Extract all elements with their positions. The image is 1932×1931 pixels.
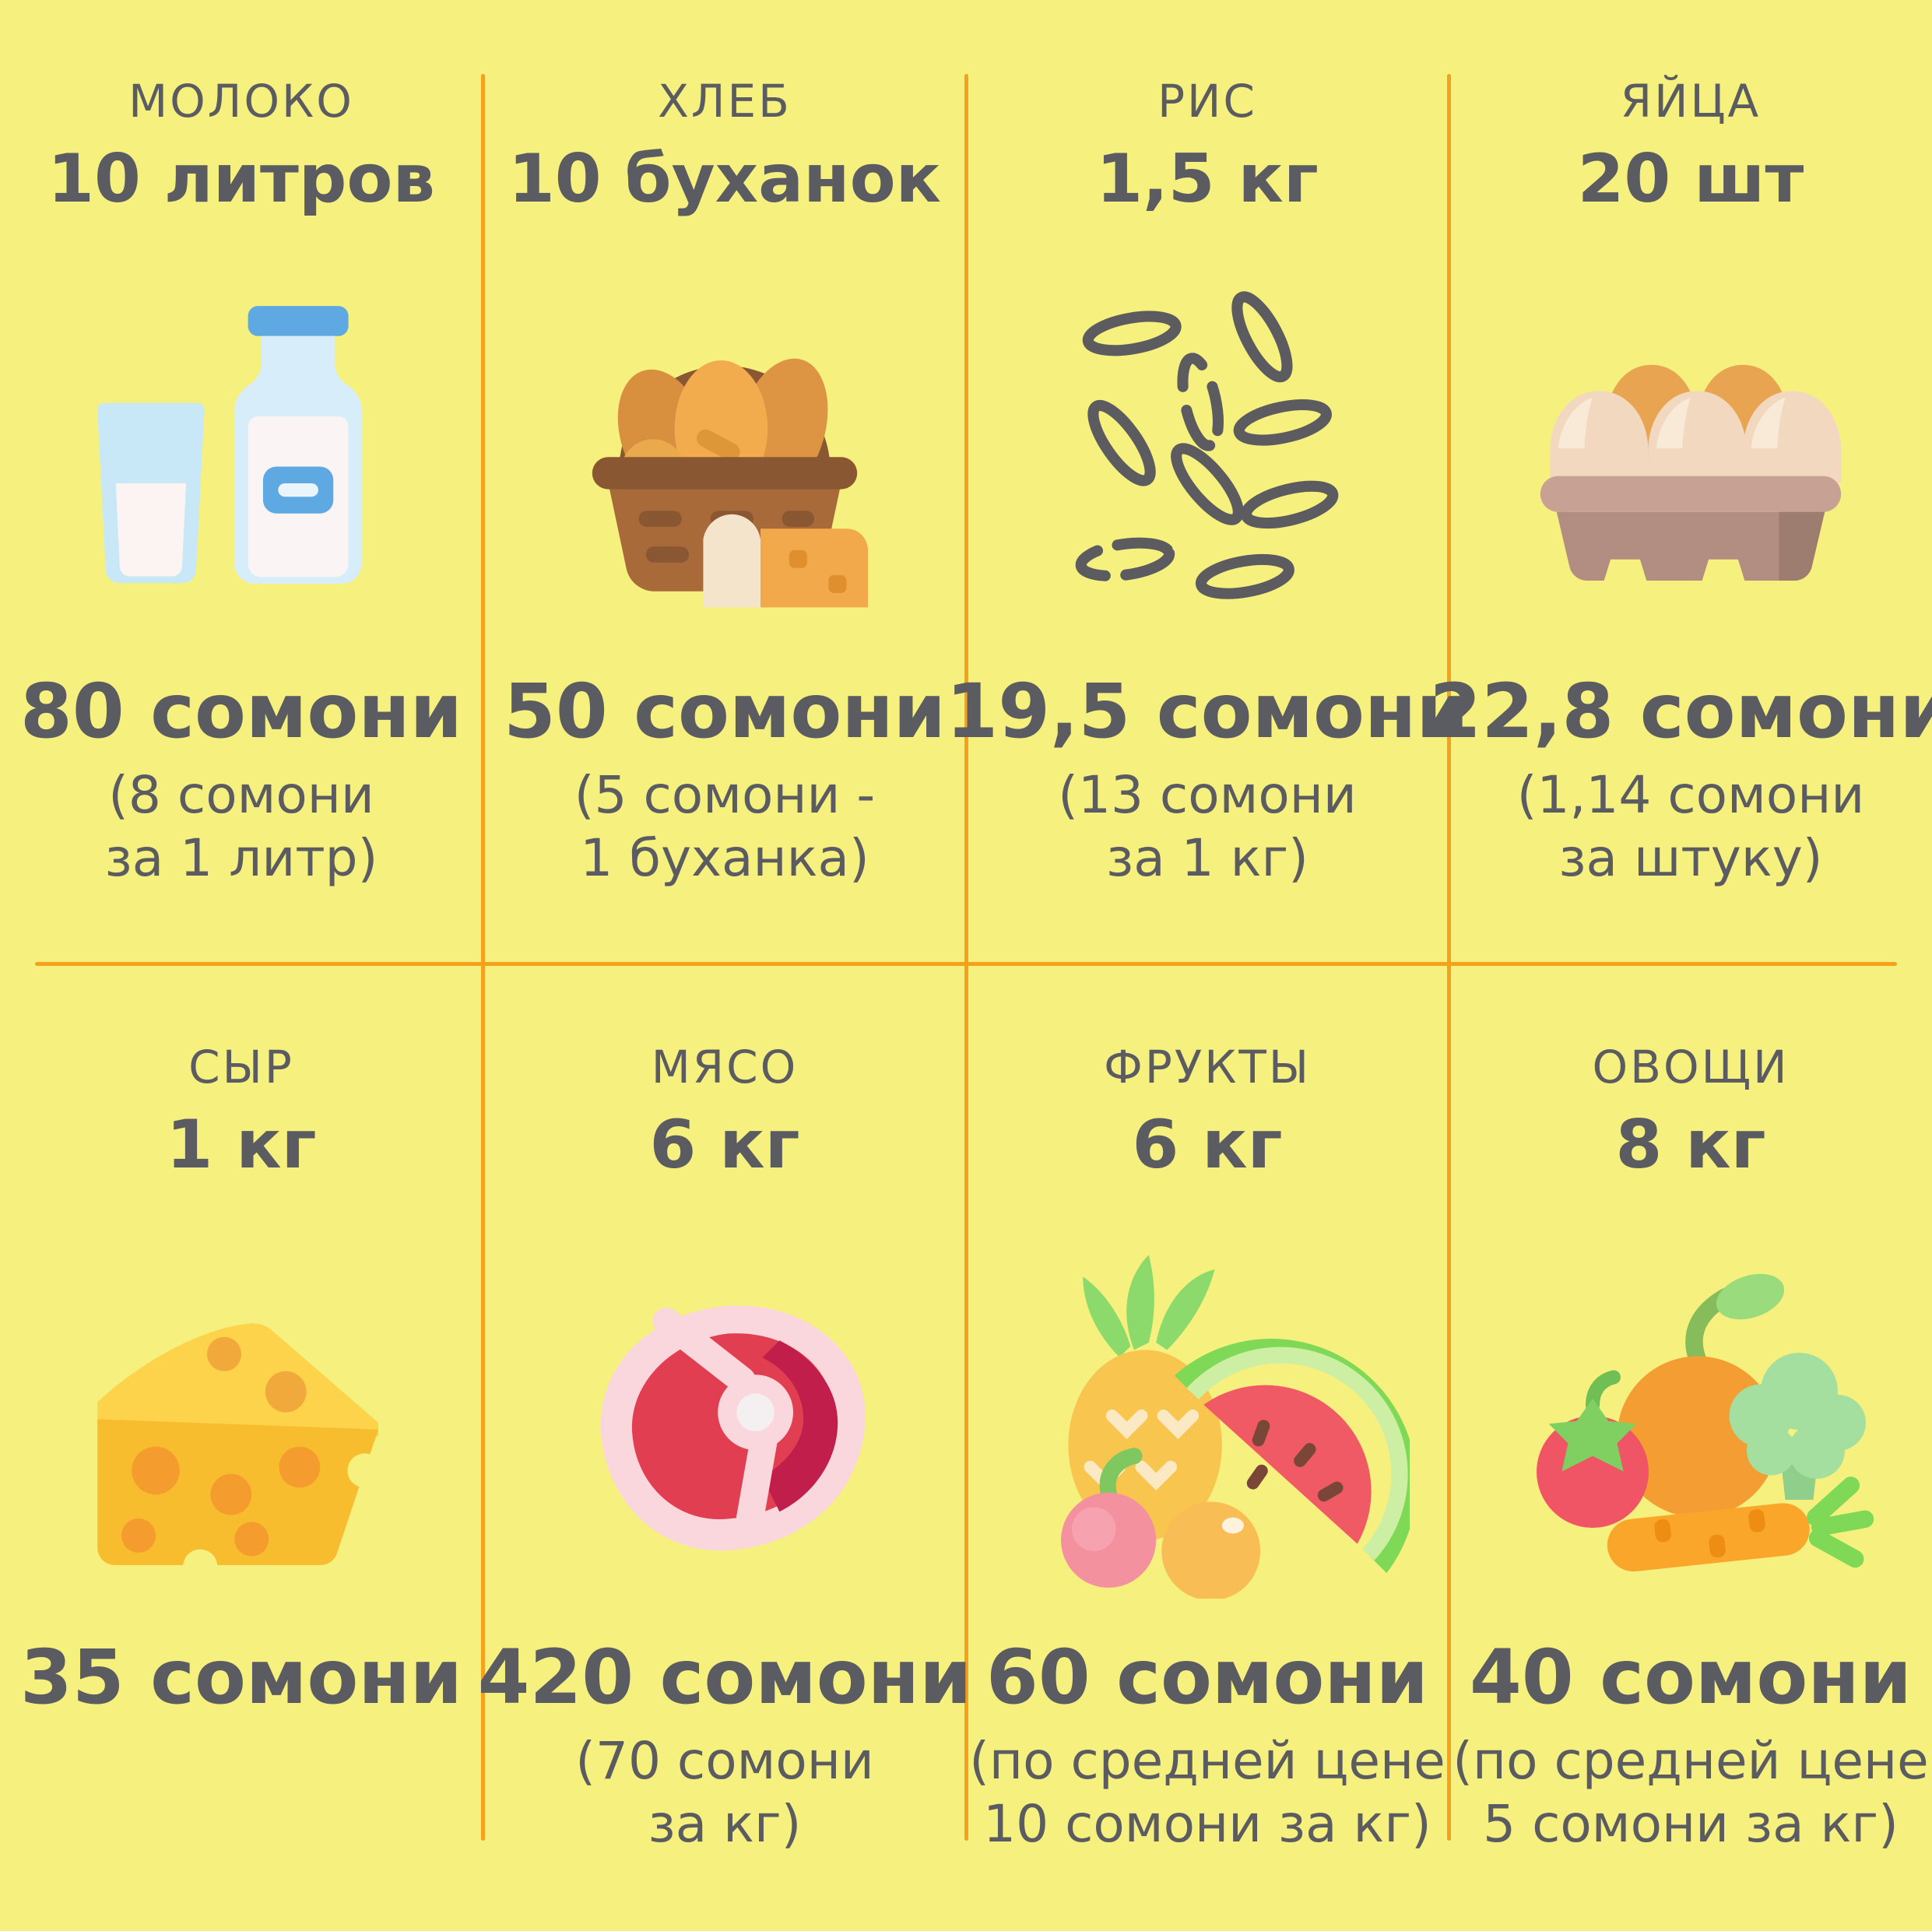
fruits-note-line-1: (по средней цене [969, 1731, 1445, 1791]
vegetables-note: (по средней цене 5 сомони за кг) [1453, 1730, 1929, 1856]
cell-bread: ХЛЕБ 10 буханок 50 сомони [483, 0, 966, 965]
fruits-quantity: 6 кг [1132, 1106, 1283, 1184]
cell-vegetables: ОВОЩИ 8 кг [1449, 966, 1932, 1931]
milk-note: (8 сомони за 1 литр) [105, 764, 378, 890]
vegetables-price: 40 сомони [1470, 1634, 1912, 1721]
cheese-icon-wrap [39, 1198, 444, 1634]
vegetables-quantity: 8 кг [1615, 1106, 1766, 1184]
eggs-price: 22,8 сомони [1429, 668, 1932, 755]
bread-price: 50 сомони [504, 668, 946, 755]
cell-fruits: ФРУКТЫ 6 кг [966, 966, 1449, 1931]
rice-icon-wrap [1036, 232, 1379, 668]
eggs-title: ЯЙЦА [1620, 75, 1762, 128]
meat-note-line-1: (70 сомони [575, 1731, 874, 1791]
cheese-wedge-icon [97, 1323, 382, 1584]
bread-title: ХЛЕБ [658, 75, 792, 128]
bread-quantity: 10 буханок [508, 140, 942, 218]
meat-icon-wrap [530, 1198, 919, 1634]
vegetables-note-line-2: 5 сомони за кг) [1483, 1793, 1899, 1854]
milk-glass-and-bottle-icon [97, 306, 362, 584]
eggs-note-line-1: (1,14 сомони [1516, 765, 1865, 825]
bread-note-line-2: 1 буханка) [580, 827, 869, 888]
cell-eggs: ЯЙЦА 20 шт 22,8 сомони (1,14 сомони за ш… [1429, 0, 1932, 965]
vegetables-icon-wrap [1481, 1198, 1901, 1634]
milk-quantity: 10 литров [47, 140, 435, 218]
vegetables-icon [1537, 1273, 1874, 1572]
bread-note-line-1: (5 сомони - [574, 765, 876, 825]
eggs-icon-wrap [1496, 232, 1885, 668]
cheese-price: 35 сомони [20, 1634, 462, 1721]
meat-note-line-2: за кг) [648, 1793, 802, 1854]
bread-icon-wrap [530, 232, 919, 668]
eggs-note: (1,14 сомони за штуку) [1517, 764, 1865, 890]
rice-note-line-2: за 1 кг) [1106, 827, 1308, 888]
rice-note-line-1: (13 сомони [1058, 765, 1357, 825]
vegetables-note-line-1: (по средней цене [1453, 1731, 1929, 1791]
column-divider-3 [1447, 74, 1451, 1841]
column-divider-1 [481, 74, 485, 1841]
cheese-title: СЫР [188, 1041, 294, 1094]
eggs-note-line-2: за штуку) [1558, 827, 1823, 888]
milk-note-line-2: за 1 литр) [104, 827, 378, 888]
milk-note-line-1: (8 сомони [108, 765, 374, 825]
rice-note: (13 сомони за 1 кг) [1058, 764, 1357, 890]
column-divider-2 [964, 74, 968, 1841]
fruits-icon [1061, 1255, 1410, 1599]
milk-price: 80 сомони [20, 668, 462, 755]
cell-milk: МОЛОКО 10 литров 80 сомони (8 сомони за … [0, 0, 483, 965]
meat-price: 420 сомони [477, 1634, 972, 1721]
vegetables-title: ОВОЩИ [1592, 1041, 1790, 1094]
rice-quantity: 1,5 кг [1096, 140, 1319, 218]
egg-carton-icon [1540, 364, 1842, 581]
fruits-title: ФРУКТЫ [1103, 1041, 1312, 1094]
milk-title: МОЛОКО [128, 75, 354, 128]
fruits-note-line-2: 10 сомони за кг) [983, 1793, 1431, 1854]
meat-note: (70 сомони за кг) [575, 1730, 874, 1856]
fruits-note: (по средней цене 10 сомони за кг) [969, 1730, 1445, 1856]
meat-title: МЯСО [651, 1041, 799, 1094]
cell-cheese: СЫР 1 кг 35 сомони [0, 966, 483, 1931]
row-divider [35, 962, 1897, 966]
cell-meat: МЯСО 6 кг 420 сомони (70 сомони за кг) [478, 966, 972, 1931]
bread-note: (5 сомони - 1 буханка) [574, 764, 875, 890]
eggs-quantity: 20 шт [1577, 140, 1804, 218]
cheese-quantity: 1 кг [166, 1106, 317, 1184]
fruits-icon-wrap [1005, 1198, 1410, 1634]
meat-quantity: 6 кг [649, 1106, 800, 1184]
rice-title: РИС [1157, 75, 1257, 128]
fruits-price: 60 сомони [986, 1634, 1428, 1721]
rice-price: 19,5 сомони [946, 668, 1469, 755]
bread-basket-icon [592, 358, 868, 608]
rice-grains-icon [1075, 291, 1339, 599]
cell-rice: РИС 1,5 кг 19,5 сомони (13 сомони [946, 0, 1468, 965]
meat-steak-icon [600, 1305, 866, 1551]
milk-icon-wrap [74, 232, 409, 668]
